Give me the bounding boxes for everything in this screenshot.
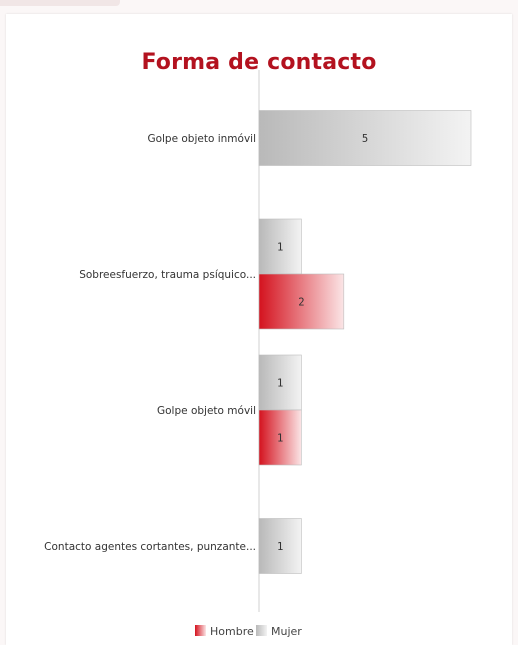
hombre-1-value-label: 2 [298, 297, 304, 309]
mujer-1-value-label: 1 [277, 242, 283, 254]
hombre-2-value-label: 1 [277, 433, 283, 445]
category-label-0: Golpe objeto inmóvil [147, 133, 256, 145]
top-tab-strip [0, 0, 120, 6]
legend-swatch-mujer [256, 625, 267, 636]
hombre-2-bar [258, 409, 302, 466]
mujer-2-bar [258, 354, 302, 411]
mujer-1-bar [258, 218, 302, 275]
legend-label-mujer: Mujer [271, 625, 302, 638]
legend-swatch-hombre [195, 625, 206, 636]
legend: Hombre Mujer [195, 625, 302, 638]
mujer-3-value-label: 1 [277, 541, 283, 553]
category-label-1: Sobreesfuerzo, trauma psíquico... [79, 269, 256, 281]
mujer-0-bar [258, 110, 472, 166]
category-label-2: Golpe objeto móvil [157, 405, 256, 417]
mujer-2-value-label: 1 [277, 378, 283, 390]
hombre-1-bar [258, 273, 345, 330]
category-label-3: Contacto agentes cortantes, punzante... [44, 541, 256, 553]
mujer-0-value-label: 5 [362, 133, 368, 145]
legend-label-hombre: Hombre [210, 625, 254, 638]
mujer-3-bar [258, 518, 302, 574]
